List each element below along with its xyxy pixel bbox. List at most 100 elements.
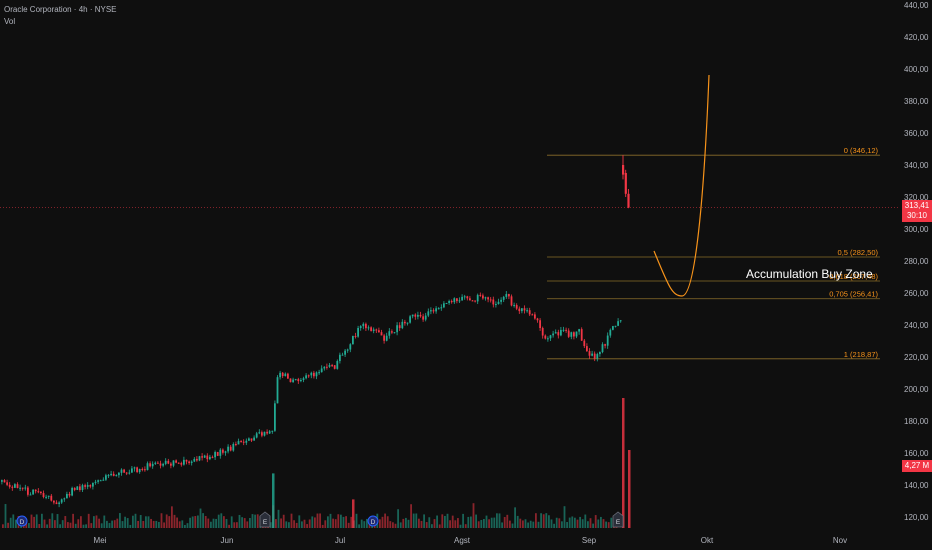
volume-bar <box>82 524 85 528</box>
candle-body <box>440 307 443 309</box>
volume-bar <box>321 524 324 528</box>
volume-bar <box>171 506 173 528</box>
fib-label: 0,705 (256,41) <box>829 290 878 299</box>
y-tick-label: 300,00 <box>904 225 929 234</box>
candle-body <box>313 372 315 377</box>
volume-bar <box>303 519 306 528</box>
projection-curve[interactable] <box>653 74 710 297</box>
candle-body <box>502 296 505 300</box>
candle-body <box>40 491 42 494</box>
chart-legend: Oracle Corporation · 4h · NYSE Vol <box>4 4 117 28</box>
volume-bar <box>345 516 347 528</box>
volume-bar <box>571 516 574 528</box>
candle-body <box>601 344 604 353</box>
candle-body <box>201 456 203 458</box>
volume-bar <box>54 520 56 528</box>
volume-bar <box>126 518 129 528</box>
volume-bar <box>59 524 61 528</box>
volume-bar <box>106 520 108 528</box>
candle-body <box>216 452 219 456</box>
volume-bar <box>576 519 579 528</box>
volume-bar <box>483 519 485 528</box>
candle-body <box>281 372 284 377</box>
volume-bar <box>220 513 223 528</box>
volume-bar <box>493 517 496 528</box>
y-tick-label: 340,00 <box>904 161 929 170</box>
candle-body <box>68 493 71 496</box>
volume-bar <box>69 522 72 528</box>
volume-bar <box>256 514 259 528</box>
candle-body <box>307 375 310 377</box>
candle-body <box>354 335 357 337</box>
volume-bar <box>337 514 340 528</box>
volume-bar <box>15 519 17 528</box>
y-tick-label: 140,00 <box>904 481 929 490</box>
volume-label[interactable]: Vol <box>4 17 16 26</box>
volume-bar <box>501 522 503 528</box>
candle-body <box>107 475 110 477</box>
candle-body <box>172 460 175 466</box>
candle-body <box>159 463 162 466</box>
candle-body <box>154 462 157 464</box>
candle-body <box>232 444 235 451</box>
earnings-marker <box>259 511 271 528</box>
volume-bar <box>412 513 415 528</box>
volume-bar <box>548 515 550 528</box>
candle-body <box>544 335 547 339</box>
volume-bar <box>228 524 230 528</box>
volume-bar <box>145 516 147 528</box>
event-marker-label: D <box>371 519 376 526</box>
candle-body <box>297 379 300 382</box>
price-axis[interactable]: 120,00 140,00 160,00 180,00 200,00 220,00 240,… <box>904 1 929 522</box>
volume-bar <box>386 516 389 528</box>
volume-bar <box>35 514 38 528</box>
candle-body <box>3 480 6 483</box>
x-tick-label: Agst <box>454 536 471 545</box>
candle-body <box>617 321 619 326</box>
volume-bar <box>251 514 254 528</box>
dividend-marker <box>16 515 28 527</box>
volume-bar <box>542 514 545 528</box>
candle-body <box>450 301 453 303</box>
candle-body <box>245 440 248 443</box>
candle-body <box>60 499 63 503</box>
volume-bar <box>457 518 459 528</box>
candle-body <box>456 298 458 302</box>
volume-bar <box>56 514 59 528</box>
volume-bar <box>249 517 251 528</box>
candle-body <box>406 322 409 324</box>
candle-body <box>476 294 479 302</box>
volume-bar <box>488 519 490 528</box>
fibonacci-retracement[interactable]: 0 (346,12) 0,5 (282,50) 0,618 (267,48) 0,70… <box>0 146 900 360</box>
candle-body <box>614 325 617 327</box>
volume-bar <box>7 522 9 528</box>
candle-body <box>177 462 180 464</box>
volume-bar <box>67 522 69 528</box>
candle-body <box>435 308 437 312</box>
candle-body <box>326 366 328 368</box>
time-axis[interactable]: Mei Jun Jul Agst Sep Okt Nov <box>94 536 848 545</box>
candle-body <box>222 449 224 453</box>
candle-body <box>279 372 281 378</box>
fib-label: 0 (346,12) <box>844 146 879 155</box>
candle-body <box>276 377 279 404</box>
candle-body <box>131 468 133 473</box>
volume-bar <box>428 517 431 528</box>
candle-body <box>323 366 326 369</box>
candle-body <box>471 300 474 302</box>
candle-body <box>573 332 575 337</box>
volume-bar <box>142 520 145 528</box>
annotation-label[interactable]: Accumulation Buy Zone <box>746 267 873 281</box>
volume-bar <box>111 520 113 528</box>
symbol-title[interactable]: Oracle Corporation · 4h · NYSE <box>4 5 117 14</box>
candle-body <box>541 328 544 336</box>
candle-body <box>209 456 211 460</box>
volume-bar <box>243 518 246 528</box>
y-tick-label: 160,00 <box>904 449 929 458</box>
candle-body <box>190 461 193 463</box>
candle-body <box>37 491 40 493</box>
candle-body <box>115 475 118 477</box>
volume-value-tag: 4,27 M <box>902 460 932 472</box>
